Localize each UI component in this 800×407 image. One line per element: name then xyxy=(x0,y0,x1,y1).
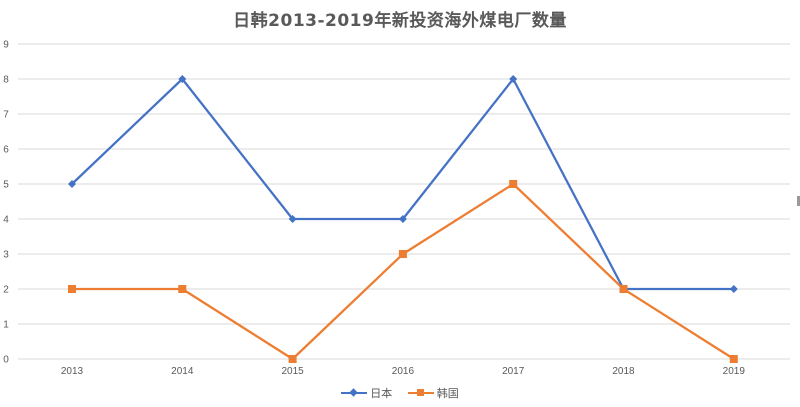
legend-label-korea: 韩国 xyxy=(436,387,459,400)
legend-label-japan: 日本 xyxy=(370,387,393,400)
y-tick-label: 6 xyxy=(3,145,9,156)
data-point xyxy=(288,215,297,223)
y-tick-label: 3 xyxy=(3,250,9,261)
x-axis-ticks: 2013 2014 2015 2016 2017 2018 2019 xyxy=(61,366,745,377)
data-point xyxy=(398,250,407,258)
data-point xyxy=(509,75,518,83)
x-tick-label: 2013 xyxy=(61,366,84,377)
y-tick-label: 5 xyxy=(3,180,9,191)
y-axis-ticks: 0 1 2 3 4 5 6 7 8 9 xyxy=(3,40,9,366)
x-tick-label: 2017 xyxy=(502,366,525,377)
data-point xyxy=(729,285,738,293)
data-point xyxy=(178,75,187,83)
legend: 日本 韩国 xyxy=(0,385,800,402)
y-tick-label: 0 xyxy=(3,355,9,366)
legend-item-japan: 日本 xyxy=(341,385,392,401)
legend-swatch-japan xyxy=(341,387,368,399)
edge-marker xyxy=(797,196,800,206)
y-tick-label: 1 xyxy=(3,320,9,331)
x-tick-label: 2015 xyxy=(281,366,304,377)
data-point xyxy=(729,355,738,363)
data-point xyxy=(68,285,76,293)
series-1 xyxy=(68,180,738,363)
y-tick-label: 7 xyxy=(3,110,9,121)
x-tick-label: 2018 xyxy=(612,366,635,377)
series-line-1 xyxy=(72,182,735,361)
series-layer xyxy=(68,75,738,363)
x-tick-label: 2014 xyxy=(171,366,194,377)
x-tick-label: 2019 xyxy=(723,366,746,377)
data-point xyxy=(619,285,628,293)
gridlines xyxy=(18,43,790,360)
y-tick-label: 8 xyxy=(3,75,9,86)
y-tick-label: 9 xyxy=(3,40,9,51)
data-point xyxy=(178,285,187,293)
legend-swatch-korea xyxy=(407,387,434,399)
data-point xyxy=(288,355,297,363)
y-tick-label: 2 xyxy=(3,285,9,296)
chart-title: 日韩2013-2019年新投资海外煤电厂数量 xyxy=(233,11,567,31)
x-tick-label: 2016 xyxy=(392,366,415,377)
data-point xyxy=(398,215,407,223)
legend-item-korea: 韩国 xyxy=(407,385,459,401)
data-point xyxy=(509,180,518,188)
y-tick-label: 4 xyxy=(3,215,9,226)
data-point xyxy=(68,180,76,188)
